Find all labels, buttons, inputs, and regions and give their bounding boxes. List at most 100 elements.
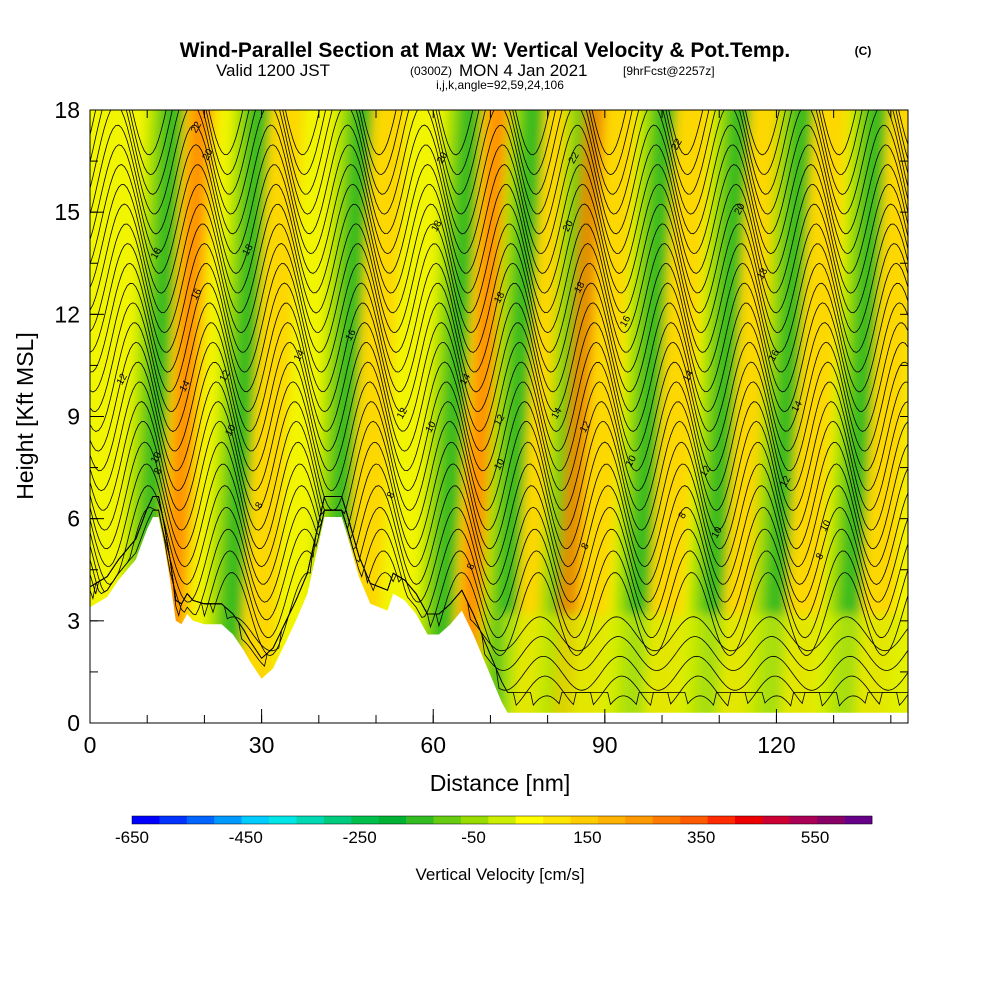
colorbar-swatch [406,816,434,824]
theta-contour-line [90,124,908,235]
colorbar-swatch [515,816,544,824]
colorbar-swatch [844,816,873,824]
theta-contours [90,110,908,707]
contour-label: 10 [818,518,833,534]
downdraft-band [420,110,482,723]
contour-label: 16 [344,327,359,343]
colorbar-swatch [269,816,297,824]
contour-label: 10 [223,423,238,439]
colorbar-label: 350 [687,828,715,847]
x-tick-label: 90 [592,732,618,758]
theta-contour-line [90,401,908,511]
contour-label: 22 [567,150,582,166]
contour-label: 12 [578,419,593,435]
theta-contour-line [90,302,908,413]
theta-contour-line [90,496,908,672]
colorbar-frame [131,815,873,825]
contour-label: 12 [698,464,713,480]
strong-updraft-band [454,110,508,723]
y-tick-label: 9 [67,404,80,430]
theta-contour-line [90,496,908,657]
downdraft-band [826,110,888,723]
colorbar-swatch [433,816,462,824]
colorbar-swatch [460,816,489,824]
contour-label: 16 [189,286,204,302]
x-tick-label: 120 [757,732,795,758]
theta-contour-line [90,485,908,585]
colorbar-swatch [817,816,845,824]
contour-label: 12 [492,412,507,428]
contour-label: 18 [241,242,256,258]
downdraft-band [483,110,545,723]
colorbar-swatch [707,816,736,824]
colorbar-swatch [789,816,818,824]
weak-downdraft-band [200,110,249,723]
colorbar-swatch [762,816,791,824]
contour-label: 12 [218,368,233,384]
contour-label: 14 [458,372,473,388]
theta-contour-line [90,262,908,373]
contour-label: 12 [115,372,130,388]
contour-label: 16 [618,314,633,330]
colorbar-swatch [214,816,242,824]
chart-title: Wind-Parallel Section at Max W: Vertical… [180,39,791,62]
colorbar-swatch [351,816,379,824]
colorbar-title: Vertical Velocity [cm/s] [415,865,584,884]
valid-utc: (0300Z) [410,64,452,78]
theta-contour-line [90,496,908,639]
contour-label: 8 [253,500,266,511]
colorbar-swatch [159,816,188,824]
contour-label: 10 [149,450,164,466]
colorbar-swatch [625,816,654,824]
theta-contour-line [90,509,908,621]
colorbar-label: 550 [801,828,829,847]
contour-label: 14 [681,368,696,384]
contour-label: 8 [152,466,165,477]
colorbar-swatch [570,816,599,824]
theta-contour-line [90,110,908,215]
y-tick-label: 18 [54,97,80,123]
contour-label: 18 [149,246,164,262]
contour-label: 10 [710,525,725,541]
weak-downdraft-band [412,110,460,723]
theta-contour-line [90,164,908,274]
theta-contour-line [90,322,908,432]
weak-downdraft-band [475,110,523,723]
colorbar-swatch [132,816,160,824]
theta-contour-line [90,441,908,550]
contour-label: 22 [670,137,685,153]
colorbar-label: -450 [229,828,263,847]
colorbar-swatch [296,816,325,824]
theta-contour-line [90,203,908,314]
contour-label: 14 [550,406,565,422]
colorbar-swatch [680,816,708,824]
weak-downdraft-band [680,110,729,723]
weak-downdraft-band [114,110,163,723]
theta-contour-line [131,110,908,156]
y-tick-label: 15 [54,199,80,225]
y-tick-label: 12 [54,301,80,327]
contour-label: 14 [790,399,805,415]
x-axis-label: Distance [nm] [430,770,571,796]
axis-ticks: 0 30 60 90 120 0 3 6 9 12 15 18 [54,97,908,758]
colorbar-swatch [597,816,626,824]
contour-label: 18 [429,218,444,234]
theta-contour-line [90,381,908,492]
contour-label: 8 [385,490,398,501]
x-tick-label: 30 [249,732,275,758]
theta-contour-line [90,144,908,255]
strong-updraft-band [156,110,211,723]
colorbar-swatch [652,816,681,824]
y-tick-label: 0 [67,710,80,736]
theta-contour-line [90,110,908,176]
colorbar-label: -50 [461,828,486,847]
contour-label: 10 [492,457,507,473]
weak-downdraft-band [606,110,655,723]
theta-contour-line [90,223,908,334]
x-tick-label: 0 [84,732,97,758]
theta-contour-line [90,420,908,531]
contour-label: 22 [189,120,204,136]
colorbar: -650 -450 -250 -50 150 350 550 [115,815,873,847]
